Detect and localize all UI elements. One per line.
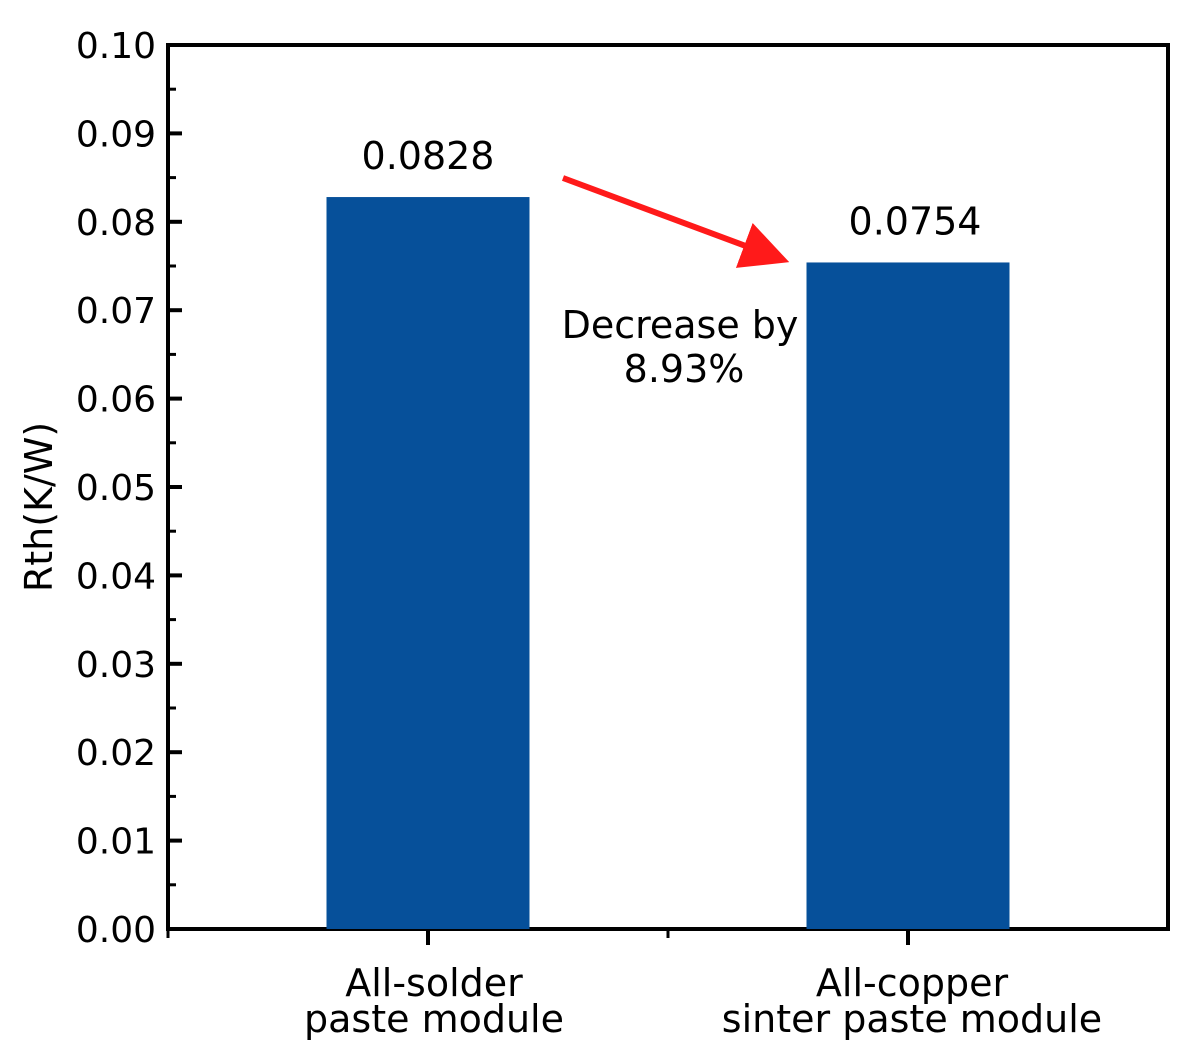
x-tick-label: All-solder: [345, 961, 523, 1005]
y-tick-label: 0.00: [76, 910, 156, 951]
y-tick-label: 0.10: [76, 26, 156, 67]
annotation-line-2: 8.93%: [624, 347, 745, 391]
y-tick-label: 0.04: [76, 556, 156, 597]
decrease-arrow: [561, 175, 790, 268]
plot-frame: [166, 43, 1170, 931]
axes: 0.00 0.01 0.02 0.03 0.04 0.05 0.06 0.07 0.08 0.09…: [76, 26, 910, 951]
bar-value-label: 0.0828: [362, 134, 495, 178]
y-tick-label: 0.05: [76, 468, 156, 509]
y-tick-label: 0.06: [76, 380, 156, 421]
annotation-line-1: Decrease by: [562, 303, 799, 347]
annotation: Decrease by 8.93%: [561, 175, 799, 391]
plot-area: [166, 43, 1170, 931]
bars: [326, 197, 1010, 930]
x-tick-label: paste module: [304, 997, 564, 1041]
y-tick-label: 0.09: [76, 114, 156, 155]
y-tick-label: 0.03: [76, 645, 156, 686]
y-axis-label: Rth(K/W): [17, 422, 61, 592]
x-tick-label: sinter paste module: [722, 997, 1102, 1041]
x-tick-label: All-copper: [816, 961, 1009, 1005]
bar: [806, 262, 1010, 929]
bar-value-label: 0.0754: [849, 199, 982, 243]
y-tick-label: 0.08: [76, 203, 156, 244]
y-tick-label: 0.02: [76, 733, 156, 774]
y-tick-label: 0.07: [76, 291, 156, 332]
y-tick-label: 0.01: [76, 822, 156, 863]
bar: [326, 197, 530, 930]
